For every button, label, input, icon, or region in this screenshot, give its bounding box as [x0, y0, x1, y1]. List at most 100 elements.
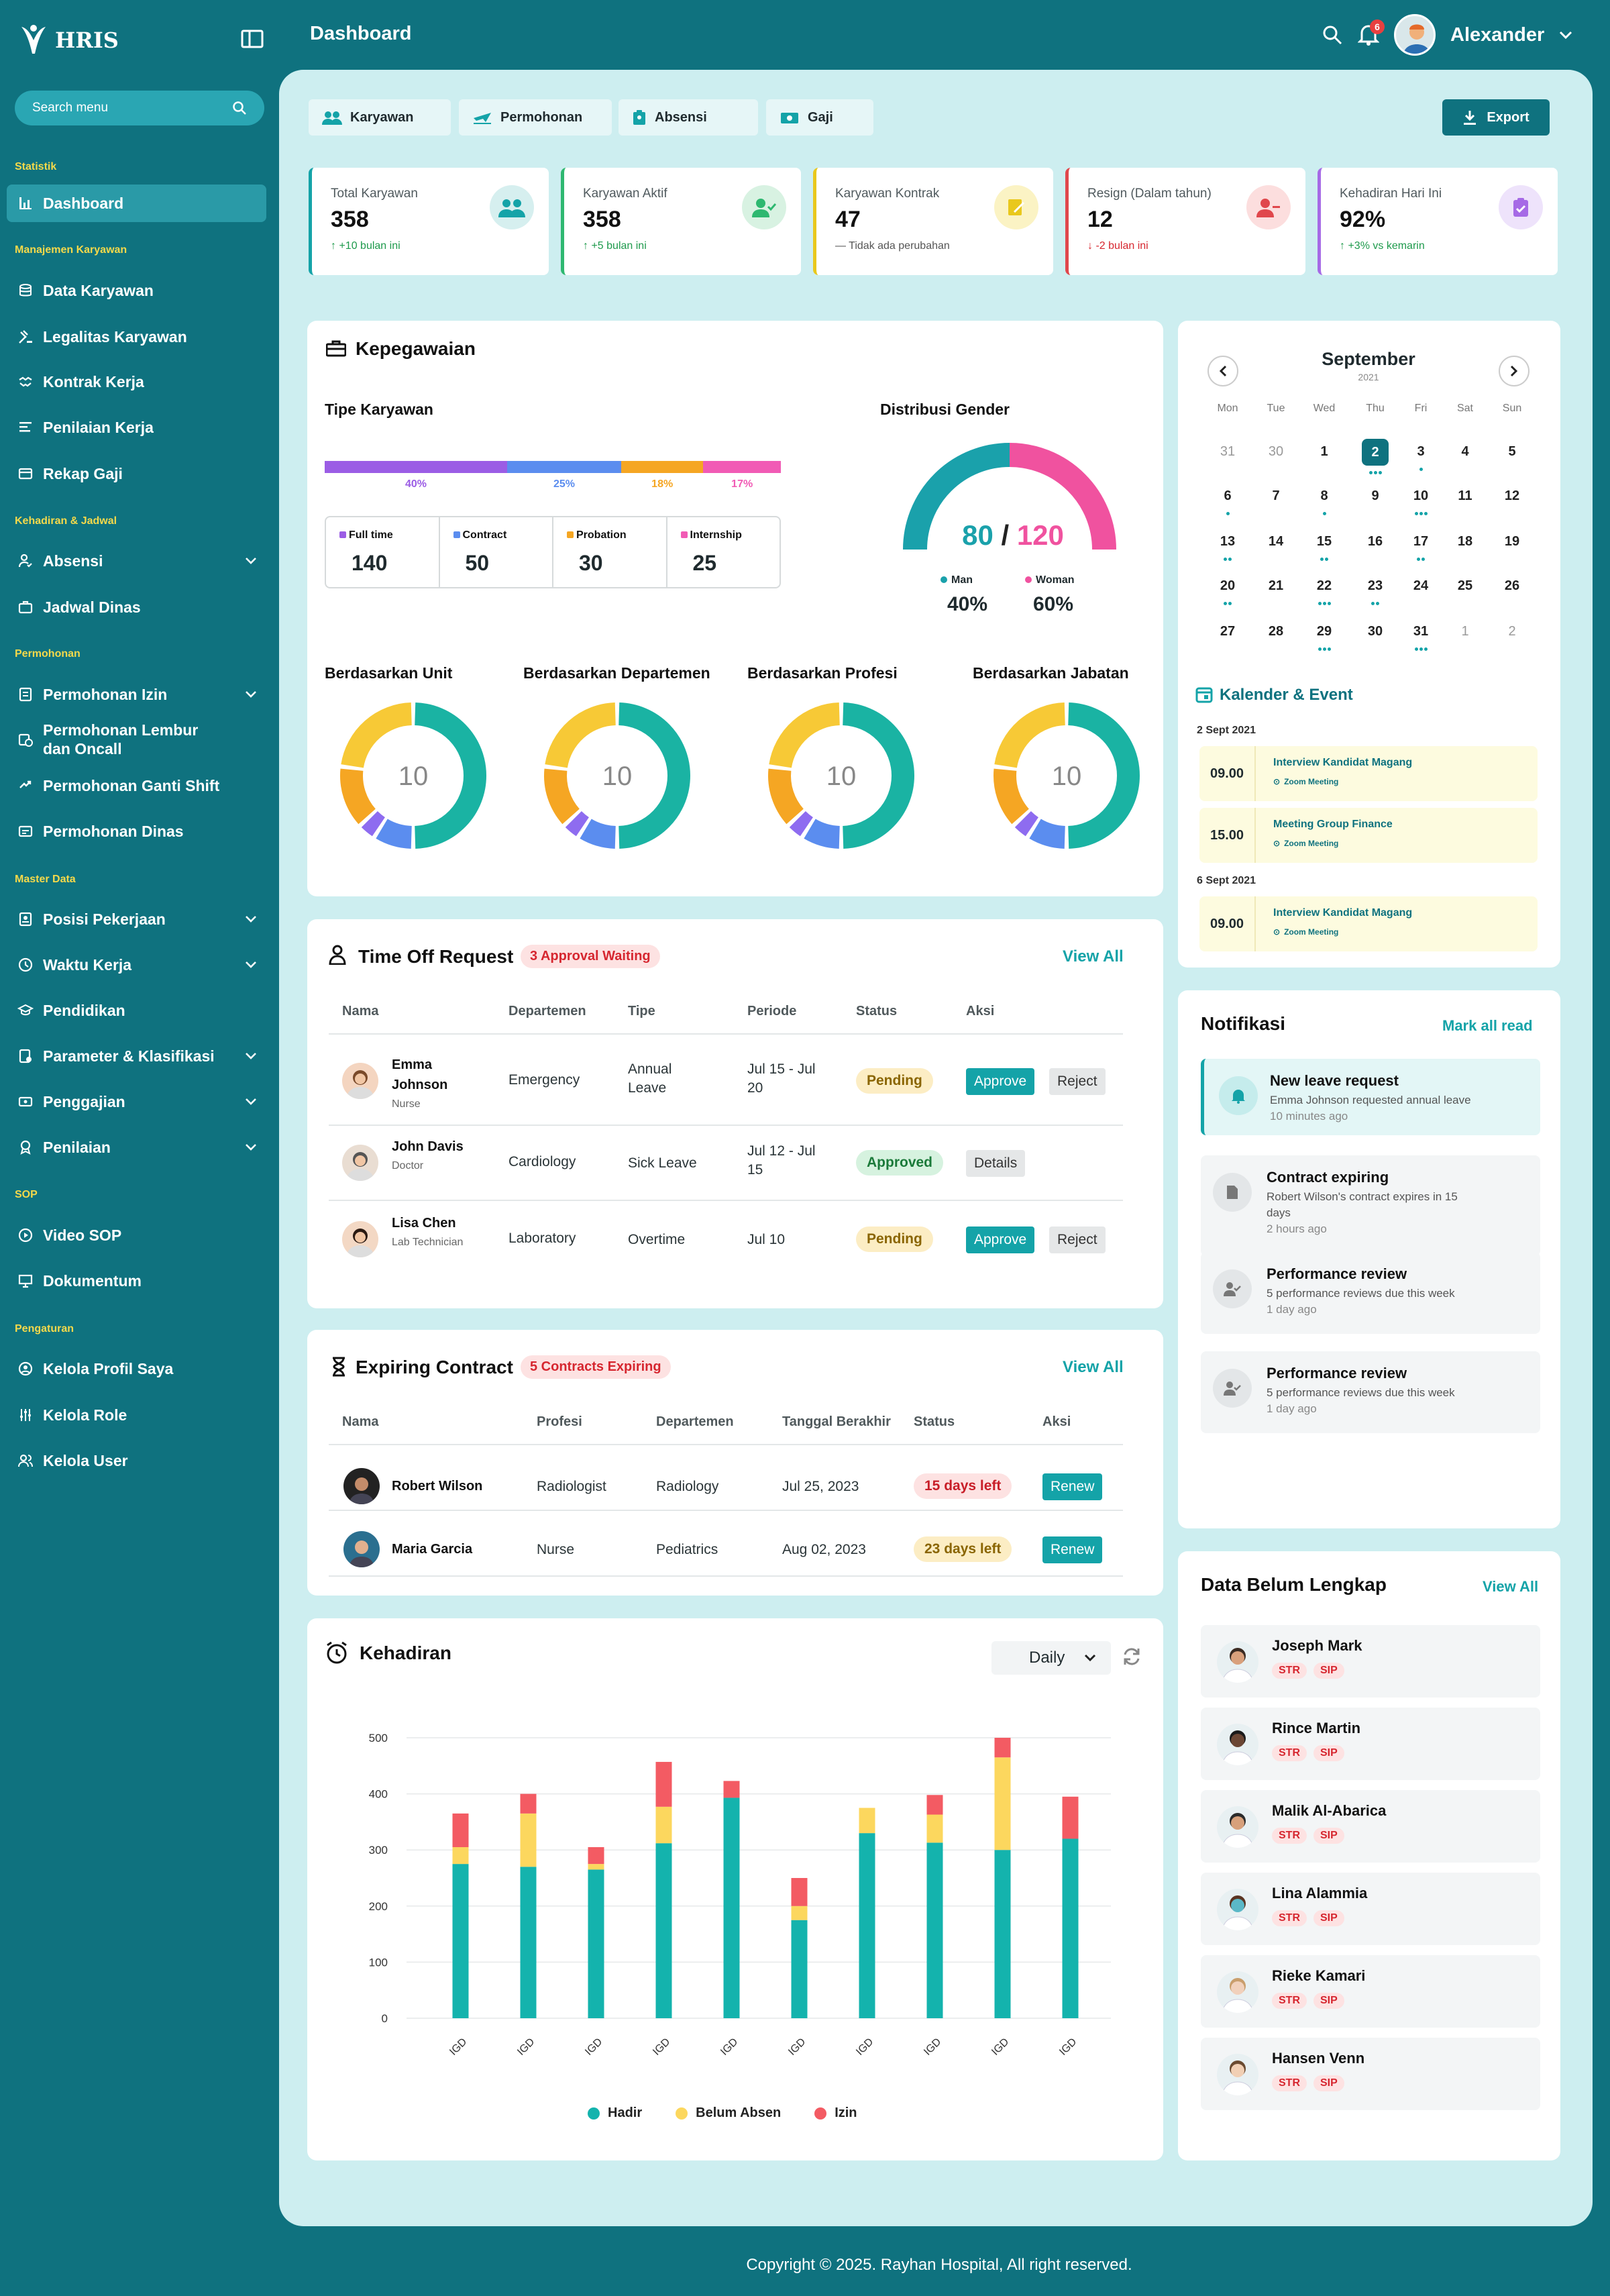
sidebar-item-rekap-gaji[interactable]: Rekap Gaji [7, 455, 266, 492]
calendar-day[interactable]: 6 [1208, 488, 1248, 515]
sidebar-item-permohonan-dinas[interactable]: Permohonan Dinas [7, 813, 266, 850]
calendar-day[interactable]: 4 [1445, 444, 1485, 460]
sidebar-item-dashboard[interactable]: Dashboard [7, 185, 266, 222]
calendar-day[interactable]: 25 [1445, 578, 1485, 594]
reject-button[interactable]: Reject [1049, 1068, 1106, 1095]
sidebar-item-profil[interactable]: Kelola Profil Saya [7, 1350, 266, 1388]
calendar-day[interactable]: 17 [1401, 534, 1441, 561]
calendar-day[interactable]: 3 [1401, 444, 1441, 471]
calendar-day[interactable]: 31 [1401, 624, 1441, 651]
calendar-day[interactable]: 26 [1492, 578, 1532, 594]
sidebar-item-kontrak[interactable]: Kontrak Kerja [7, 363, 266, 401]
refresh-icon[interactable] [1122, 1647, 1142, 1667]
sidebar-item-dokumentum[interactable]: Dokumentum [7, 1262, 266, 1300]
incomplete-data-item[interactable]: Hansen Venn STR SIP [1201, 2038, 1540, 2110]
period-select[interactable]: Daily [991, 1641, 1111, 1675]
calendar-next-button[interactable] [1499, 356, 1529, 386]
calendar-day[interactable]: 13 [1208, 534, 1248, 561]
calendar-day[interactable]: 5 [1492, 444, 1532, 460]
tab-gaji[interactable]: Gaji [766, 99, 873, 136]
calendar-day[interactable]: 14 [1256, 534, 1296, 550]
search-icon[interactable] [1322, 24, 1343, 46]
calendar-day[interactable]: 7 [1256, 488, 1296, 504]
incomplete-data-item[interactable]: Joseph Mark STR SIP [1201, 1625, 1540, 1698]
sidebar-item-jadwal-dinas[interactable]: Jadwal Dinas [7, 588, 266, 626]
sidebar-item-video-sop[interactable]: Video SOP [7, 1216, 266, 1254]
sidebar-item-role[interactable]: Kelola Role [7, 1396, 266, 1434]
sidebar-item-legalitas[interactable]: Legalitas Karyawan [7, 318, 266, 356]
calendar-day[interactable]: 27 [1208, 624, 1248, 639]
incomplete-data-item[interactable]: Malik Al-Abarica STR SIP [1201, 1790, 1540, 1863]
sidebar-item-waktu-kerja[interactable]: Waktu Kerja [7, 946, 266, 984]
event-item[interactable]: 15.00 Meeting Group Finance ⊙ Zoom Meeting [1199, 808, 1538, 863]
tab-karyawan[interactable]: Karyawan [309, 99, 451, 136]
calendar-day[interactable]: 16 [1355, 534, 1395, 550]
details-button[interactable]: Details [966, 1150, 1026, 1177]
tab-absensi[interactable]: Absensi [619, 99, 758, 136]
calendar-day[interactable]: 31 [1208, 444, 1248, 460]
event-item[interactable]: 09.00 Interview Kandidat Magang ⊙ Zoom Meet… [1199, 746, 1538, 801]
calendar-day[interactable]: 2 [1355, 439, 1395, 474]
chevron-down-icon[interactable] [1559, 31, 1572, 39]
sidebar-item-parameter[interactable]: Parameter & Klasifikasi [7, 1037, 266, 1075]
sidebar-item-ganti-shift[interactable]: Permohonan Ganti Shift [7, 767, 266, 804]
bell-icon[interactable]: 6 [1358, 19, 1385, 46]
calendar-day[interactable]: 15 [1304, 534, 1344, 561]
approve-button[interactable]: Approve [966, 1068, 1035, 1095]
calendar-day[interactable]: 29 [1304, 624, 1344, 651]
reject-button[interactable]: Reject [1049, 1227, 1106, 1253]
calendar-prev-button[interactable] [1208, 356, 1238, 386]
sidebar-toggle-icon[interactable] [239, 25, 268, 55]
calendar-day[interactable]: 30 [1256, 444, 1296, 460]
sidebar-item-data-karyawan[interactable]: Data Karyawan [7, 272, 266, 309]
renew-button[interactable]: Renew [1042, 1536, 1103, 1563]
sidebar-item-absensi[interactable]: Absensi [7, 542, 266, 580]
calendar-day[interactable]: 9 [1355, 488, 1395, 504]
calendar-day[interactable]: 28 [1256, 624, 1296, 639]
app-logo[interactable]: HRIS [19, 19, 126, 62]
notification-item[interactable]: Performance review 5 performance reviews … [1201, 1252, 1540, 1334]
calendar-day[interactable]: 1 [1304, 444, 1344, 460]
sidebar-item-user[interactable]: Kelola User [7, 1442, 266, 1479]
approve-button[interactable]: Approve [966, 1227, 1035, 1253]
calendar-day[interactable]: 22 [1304, 578, 1344, 605]
export-button[interactable]: Export [1442, 99, 1550, 136]
notification-item[interactable]: Contract expiring Robert Wilson's contrac… [1201, 1155, 1540, 1256]
calendar-day[interactable]: 19 [1492, 534, 1532, 550]
calendar-day[interactable]: 23 [1355, 578, 1395, 605]
calendar-day[interactable]: 2 [1492, 624, 1532, 639]
event-item[interactable]: 09.00 Interview Kandidat Magang ⊙ Zoom Meet… [1199, 896, 1538, 951]
incomplete-data-item[interactable]: Rieke Kamari STR SIP [1201, 1955, 1540, 2028]
department: Emergency [508, 1072, 580, 1088]
sidebar-item-penilaian[interactable]: Penilaian [7, 1129, 266, 1166]
user-avatar[interactable] [1394, 14, 1436, 56]
calendar-day[interactable]: 11 [1445, 488, 1485, 504]
calendar-day[interactable]: 10 [1401, 488, 1441, 515]
sidebar-item-permohonan-izin[interactable]: Permohonan Izin [7, 676, 266, 713]
calendar-day[interactable]: 20 [1208, 578, 1248, 605]
renew-button[interactable]: Renew [1042, 1473, 1103, 1500]
incomplete-data-item[interactable]: Lina Alammia STR SIP [1201, 1873, 1540, 1945]
search-input[interactable]: Search menu [15, 91, 264, 125]
sidebar-item-lembur[interactable]: Permohonan Lembur dan Oncall [7, 715, 266, 764]
user-name[interactable]: Alexander [1450, 23, 1545, 46]
calendar-day[interactable]: 18 [1445, 534, 1485, 550]
tab-permohonan[interactable]: Permohonan [459, 99, 612, 136]
time-off-view-all-link[interactable]: View All [1063, 947, 1124, 966]
sidebar-item-penggajian[interactable]: Penggajian [7, 1083, 266, 1120]
calendar-day[interactable]: 1 [1445, 624, 1485, 639]
calendar-day[interactable]: 24 [1401, 578, 1441, 594]
data-belum-lengkap-view-all-link[interactable]: View All [1483, 1578, 1539, 1595]
notification-item[interactable]: New leave request Emma Johnson requested … [1201, 1059, 1540, 1135]
notification-item[interactable]: Performance review 5 performance reviews … [1201, 1351, 1540, 1433]
mark-all-read-link[interactable]: Mark all read [1442, 1017, 1533, 1034]
incomplete-data-item[interactable]: Rince Martin STR SIP [1201, 1708, 1540, 1780]
sidebar-item-pendidikan[interactable]: Pendidikan [7, 992, 266, 1029]
sidebar-item-posisi[interactable]: Posisi Pekerjaan [7, 900, 266, 938]
calendar-day[interactable]: 21 [1256, 578, 1296, 594]
calendar-day[interactable]: 12 [1492, 488, 1532, 504]
calendar-day[interactable]: 30 [1355, 624, 1395, 639]
sidebar-item-penilaian-kerja[interactable]: Penilaian Kerja [7, 409, 266, 446]
calendar-day[interactable]: 8 [1304, 488, 1344, 515]
expiring-view-all-link[interactable]: View All [1063, 1358, 1124, 1376]
